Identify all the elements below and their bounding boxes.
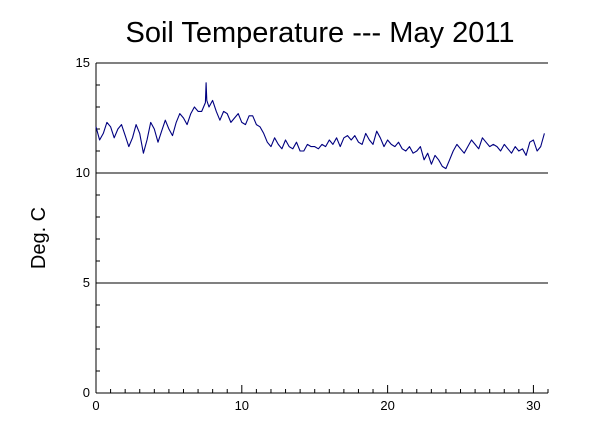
x-tick-label-10: 10 — [235, 398, 249, 413]
tick-labels: 0 5 10 15 0 10 20 30 — [76, 55, 541, 413]
axes — [95, 63, 548, 394]
y-tick-label-10: 10 — [76, 165, 90, 180]
series-layer — [95, 82, 545, 170]
gridlines — [96, 62, 548, 394]
x-tick-label-0: 0 — [92, 398, 99, 413]
x-tick-label-20: 20 — [380, 398, 394, 413]
y-tick-label-5: 5 — [83, 275, 90, 290]
x-tick-label-30: 30 — [526, 398, 540, 413]
y-axis-label: Deg. C — [28, 207, 50, 269]
temperature-series-line-0 — [95, 82, 545, 170]
tick-marks — [95, 62, 549, 394]
chart-title: Soil Temperature --- May 2011 — [126, 17, 515, 49]
y-tick-label-0: 0 — [83, 385, 90, 400]
y-tick-label-15: 15 — [76, 55, 90, 70]
